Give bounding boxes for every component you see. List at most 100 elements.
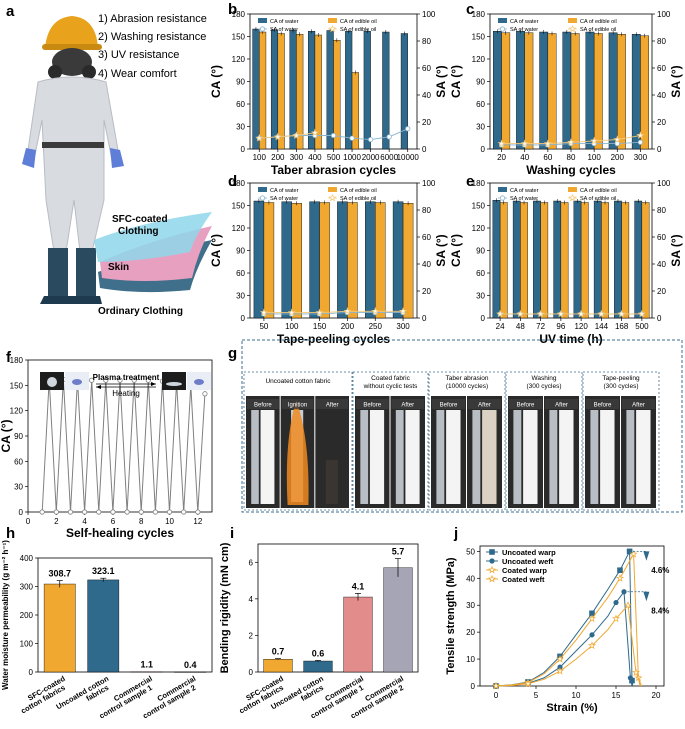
y-tick-label: 60	[236, 269, 245, 278]
annotation-plasma: Plasma treatment	[93, 373, 160, 382]
ruler-strip	[590, 410, 599, 504]
y-tick-label: 180	[472, 10, 486, 19]
y-tick-label: 150	[10, 381, 24, 390]
bar-ca-water	[281, 201, 292, 319]
sa-oil-point	[637, 309, 646, 318]
y-tick-label: 300	[20, 583, 34, 592]
legend-label: CA of water	[510, 19, 539, 25]
y-tick-label: 30	[236, 292, 245, 301]
x-tick-label: 10000	[397, 153, 420, 162]
ca-point	[96, 509, 102, 515]
y2-tick-label: 60	[657, 233, 666, 242]
y-axis-title: Water moisture permeability (g m⁻² h⁻¹)	[1, 540, 10, 690]
y2-tick-label: 40	[657, 91, 666, 100]
x-tick-label: 10	[572, 691, 581, 700]
legend-swatch-water	[258, 18, 267, 23]
y-tick-label: 120	[232, 224, 246, 233]
legend-marker	[488, 565, 496, 574]
sa-oil-point	[287, 308, 296, 317]
data-label: 1.1	[140, 660, 153, 670]
bar-ca-oil	[617, 34, 626, 150]
curve-point	[523, 679, 533, 688]
bar-ca-water	[365, 201, 376, 319]
fabric-strip	[369, 410, 385, 504]
bar-ca-water	[252, 28, 260, 150]
bar-ca-water	[308, 31, 316, 150]
inset-droplet-photo-2	[162, 372, 186, 390]
y-tick-label: 90	[236, 247, 245, 256]
ca-point	[89, 377, 95, 383]
glove-right-icon	[110, 148, 124, 168]
protective-suit	[27, 76, 119, 253]
x-tick-label: 100	[285, 322, 299, 331]
data-label: 0.4	[184, 660, 197, 670]
y2-tick-label: 40	[657, 260, 666, 269]
ca-point	[117, 377, 123, 383]
bar-ca-oil	[402, 203, 414, 319]
sa-oil-point	[536, 309, 545, 318]
feature-3: 3) UV resistance	[98, 49, 179, 61]
x-axis-title: Washing cycles	[526, 163, 616, 177]
legend-label: CA of edible oil	[340, 188, 377, 194]
panel-a: a 1) Abrasion resistance 2) Washing resi…	[6, 3, 212, 317]
feature-2: 2) Washing resistance	[98, 31, 206, 43]
bar-ca-oil	[560, 202, 569, 319]
sa-water-point	[330, 132, 337, 139]
boot-left	[48, 248, 68, 296]
bar-ca-water	[345, 31, 353, 150]
y-tick-label: 10	[466, 655, 475, 664]
label-coated-line1: SFC-coated	[112, 214, 168, 225]
y-tick-label: 6	[249, 558, 254, 567]
ruler-strip	[513, 410, 522, 504]
sa-oil-point	[567, 138, 575, 146]
ca-point	[103, 377, 109, 383]
x-tick-label: 48	[516, 322, 525, 331]
bar	[343, 596, 373, 673]
x-tick-label: 120	[574, 322, 588, 331]
fabric-strip	[559, 410, 574, 504]
x-axis-title: Taber abrasion cycles	[271, 163, 397, 177]
photo-caption: Before	[440, 403, 458, 409]
y-axis-title: Tensile strength (MPa)	[445, 557, 457, 674]
ca-point	[181, 509, 187, 515]
sa-water-point	[386, 134, 392, 140]
legend-swatch-water	[498, 187, 507, 192]
y2-tick-label: 100	[422, 10, 436, 19]
bar-ca-oil	[296, 34, 304, 150]
legend-marker	[499, 26, 506, 32]
legend-swatch-water	[498, 18, 507, 23]
sfc-coated-clothing-layer	[94, 212, 212, 262]
photo-caption: After	[478, 403, 491, 409]
flat-droplet-icon	[166, 382, 182, 386]
photo-caption: After	[326, 403, 339, 409]
x-tick-label: 200	[341, 322, 355, 331]
curve-point	[588, 614, 596, 623]
data-label: 308.7	[48, 569, 71, 579]
ca-point	[39, 509, 45, 515]
label-skin: Skin	[108, 262, 129, 273]
sa-oil-point	[310, 128, 319, 137]
bar-ca-water	[573, 200, 582, 319]
bar-ca-oil	[347, 202, 358, 319]
y-tick-label: 4	[249, 595, 254, 604]
ca-point	[195, 509, 201, 515]
bar-ca-water	[553, 200, 562, 319]
y2-tick-label: 40	[422, 260, 431, 269]
x-tick-label: 50	[259, 322, 268, 331]
bar-ca-water	[631, 34, 641, 150]
x-tick-label: 24	[496, 322, 505, 331]
bar-ca-oil	[333, 40, 341, 150]
y-tick-label: 40	[466, 574, 475, 583]
legend-marker	[499, 195, 506, 201]
curve-point	[556, 654, 564, 663]
legend-label: SA of water	[270, 27, 298, 33]
bar-ca-water	[593, 200, 602, 319]
bar	[43, 583, 76, 673]
y-tick-label: 150	[232, 202, 246, 211]
y2-tick-label: 0	[422, 314, 427, 323]
group-title: Tape-peeling	[602, 375, 640, 382]
x-tick-label: 168	[615, 322, 629, 331]
ca-point	[152, 509, 158, 515]
x-tick-label: 96	[556, 322, 565, 331]
